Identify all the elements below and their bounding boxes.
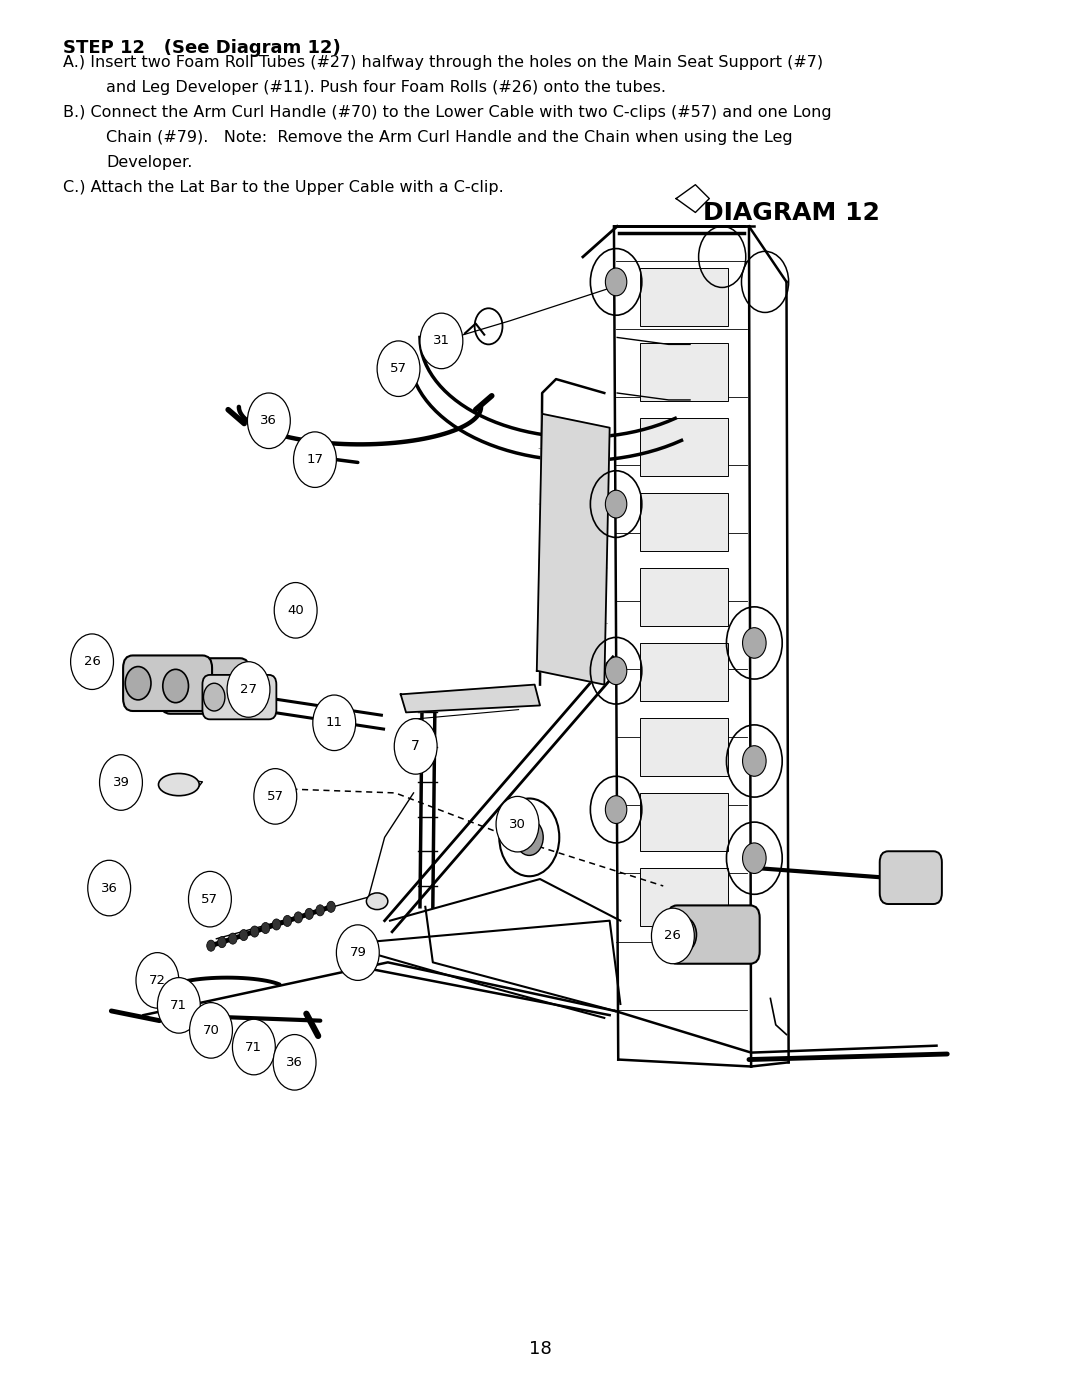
Text: 36: 36 bbox=[286, 1056, 303, 1069]
Text: 31: 31 bbox=[433, 334, 450, 348]
Text: and Leg Developer (#11). Push four Foam Rolls (#26) onto the tubes.: and Leg Developer (#11). Push four Foam … bbox=[106, 80, 666, 95]
FancyBboxPatch shape bbox=[667, 905, 759, 964]
Circle shape bbox=[394, 718, 437, 774]
Text: 36: 36 bbox=[100, 882, 118, 894]
Circle shape bbox=[283, 915, 292, 926]
Circle shape bbox=[136, 953, 179, 1009]
Text: Developer.: Developer. bbox=[106, 155, 192, 170]
Circle shape bbox=[606, 490, 626, 518]
Circle shape bbox=[515, 819, 543, 855]
Text: 57: 57 bbox=[202, 893, 218, 905]
Text: 7: 7 bbox=[411, 739, 420, 753]
Ellipse shape bbox=[159, 774, 199, 796]
Text: 79: 79 bbox=[349, 946, 366, 960]
Text: 17: 17 bbox=[307, 453, 323, 467]
Circle shape bbox=[496, 796, 539, 852]
Polygon shape bbox=[401, 685, 540, 712]
FancyBboxPatch shape bbox=[123, 655, 212, 711]
Circle shape bbox=[99, 754, 143, 810]
Circle shape bbox=[294, 432, 336, 488]
Text: 27: 27 bbox=[240, 683, 257, 696]
Circle shape bbox=[377, 341, 420, 397]
FancyBboxPatch shape bbox=[639, 793, 728, 851]
Text: A.) Insert two Foam Roll Tubes (#27) halfway through the holes on the Main Seat : A.) Insert two Foam Roll Tubes (#27) hal… bbox=[63, 54, 823, 70]
Circle shape bbox=[229, 933, 238, 944]
Circle shape bbox=[254, 768, 297, 824]
Text: 11: 11 bbox=[326, 717, 342, 729]
FancyBboxPatch shape bbox=[639, 268, 728, 327]
Text: 18: 18 bbox=[528, 1340, 552, 1358]
Circle shape bbox=[313, 696, 355, 750]
Circle shape bbox=[336, 925, 379, 981]
Text: 72: 72 bbox=[149, 974, 166, 986]
Text: STEP 12   (See Diagram 12): STEP 12 (See Diagram 12) bbox=[63, 39, 341, 57]
Text: 71: 71 bbox=[171, 999, 187, 1011]
FancyBboxPatch shape bbox=[161, 658, 249, 714]
Polygon shape bbox=[537, 414, 609, 685]
Circle shape bbox=[251, 926, 259, 937]
Circle shape bbox=[87, 861, 131, 916]
FancyBboxPatch shape bbox=[202, 675, 276, 719]
Text: 30: 30 bbox=[509, 817, 526, 831]
Circle shape bbox=[232, 1020, 275, 1074]
Ellipse shape bbox=[259, 784, 281, 800]
Circle shape bbox=[70, 634, 113, 690]
Circle shape bbox=[315, 905, 324, 916]
FancyBboxPatch shape bbox=[639, 718, 728, 777]
Text: 39: 39 bbox=[112, 775, 130, 789]
Circle shape bbox=[274, 583, 318, 638]
Circle shape bbox=[743, 627, 766, 658]
Text: 40: 40 bbox=[287, 604, 305, 617]
Ellipse shape bbox=[366, 893, 388, 909]
FancyBboxPatch shape bbox=[639, 418, 728, 476]
Circle shape bbox=[247, 393, 291, 448]
Text: 36: 36 bbox=[260, 415, 278, 427]
Circle shape bbox=[294, 912, 302, 923]
Circle shape bbox=[606, 657, 626, 685]
Text: DIAGRAM 12: DIAGRAM 12 bbox=[703, 201, 880, 225]
Text: B.) Connect the Arm Curl Handle (#70) to the Lower Cable with two C-clips (#57) : B.) Connect the Arm Curl Handle (#70) to… bbox=[63, 105, 832, 120]
Circle shape bbox=[240, 929, 248, 940]
Text: 70: 70 bbox=[203, 1024, 219, 1037]
Text: 26: 26 bbox=[83, 655, 100, 668]
Circle shape bbox=[189, 872, 231, 928]
Circle shape bbox=[272, 919, 281, 930]
Text: C.) Attach the Lat Bar to the Upper Cable with a C-clip.: C.) Attach the Lat Bar to the Upper Cabl… bbox=[63, 180, 504, 194]
Text: 57: 57 bbox=[390, 362, 407, 376]
FancyBboxPatch shape bbox=[639, 493, 728, 552]
Circle shape bbox=[190, 1003, 232, 1058]
Circle shape bbox=[261, 922, 270, 933]
Circle shape bbox=[651, 908, 694, 964]
Circle shape bbox=[125, 666, 151, 700]
FancyBboxPatch shape bbox=[880, 851, 942, 904]
Circle shape bbox=[327, 901, 335, 912]
Circle shape bbox=[203, 683, 225, 711]
Circle shape bbox=[606, 268, 626, 296]
Text: 57: 57 bbox=[267, 789, 284, 803]
Circle shape bbox=[163, 669, 189, 703]
Circle shape bbox=[743, 746, 766, 777]
FancyBboxPatch shape bbox=[639, 643, 728, 701]
Circle shape bbox=[606, 796, 626, 823]
Circle shape bbox=[273, 1035, 316, 1090]
Text: Chain (#79).   Note:  Remove the Arm Curl Handle and the Chain when using the Le: Chain (#79). Note: Remove the Arm Curl H… bbox=[106, 130, 793, 145]
Circle shape bbox=[669, 916, 697, 953]
Circle shape bbox=[305, 908, 313, 919]
Text: 71: 71 bbox=[245, 1041, 262, 1053]
Text: 26: 26 bbox=[664, 929, 681, 943]
Circle shape bbox=[158, 978, 200, 1034]
Circle shape bbox=[218, 936, 226, 947]
FancyBboxPatch shape bbox=[639, 344, 728, 401]
FancyBboxPatch shape bbox=[639, 868, 728, 926]
Circle shape bbox=[420, 313, 463, 369]
Circle shape bbox=[227, 662, 270, 717]
Circle shape bbox=[743, 842, 766, 873]
Circle shape bbox=[206, 940, 215, 951]
FancyBboxPatch shape bbox=[639, 569, 728, 626]
